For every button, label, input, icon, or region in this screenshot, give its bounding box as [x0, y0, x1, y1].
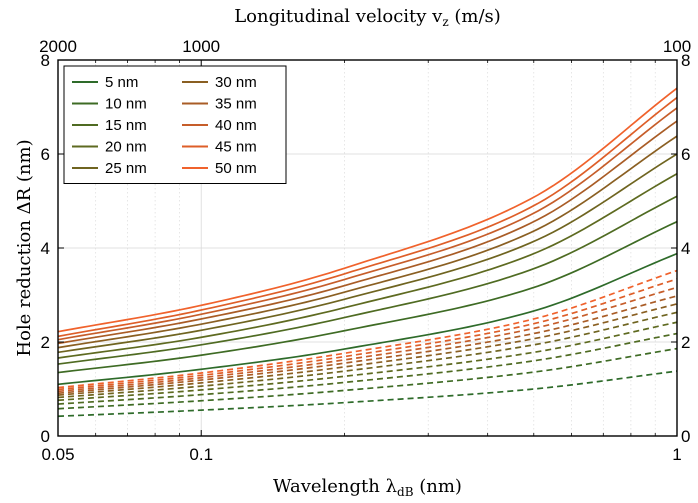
dashed-series-line — [57, 370, 678, 418]
dashed-series-line — [57, 286, 678, 393]
y-tick-label: 0 — [41, 427, 50, 446]
top-axis-title-unit: (m/s) — [449, 6, 501, 27]
series-line — [57, 195, 678, 365]
dashed-series-line — [57, 295, 678, 395]
legend-label: 50 nm — [215, 160, 257, 177]
top-axis-title-subscript: z — [442, 15, 448, 29]
legend-label: 25 nm — [105, 160, 147, 177]
series-line — [57, 153, 678, 354]
x-tick-label: 1 — [672, 445, 681, 464]
dashed-series-line — [57, 311, 678, 399]
dashed-series-line — [57, 303, 678, 396]
dashed-series-line — [57, 278, 678, 391]
series-line — [57, 220, 678, 374]
x-axis-title: Wavelength λdB (nm) — [273, 476, 462, 499]
dashed-series-line — [57, 347, 678, 410]
series-lines — [57, 87, 678, 418]
y-tick-label: 8 — [41, 51, 50, 70]
legend-label: 15 nm — [105, 117, 147, 134]
top-axis-title: Longitudinal velocity vz (m/s) — [234, 6, 501, 29]
legend-label: 5 nm — [105, 74, 138, 91]
y-right-tick-label: 2 — [681, 333, 690, 352]
series-line — [57, 252, 678, 386]
x-tick-label: 0.05 — [41, 445, 74, 464]
series-line — [57, 107, 678, 341]
y-tick-label: 2 — [41, 333, 50, 352]
x-axis-title-unit: (nm) — [414, 476, 462, 497]
y-right-tick-label: 0 — [681, 427, 690, 446]
legend-box — [63, 65, 287, 184]
y-right-tick-label: 8 — [681, 51, 690, 70]
top-tick-label: 2000 — [39, 37, 77, 56]
legend-label: 10 nm — [105, 96, 147, 113]
x-tick-label: 0.1 — [189, 445, 213, 464]
top-tick-label: 1000 — [182, 37, 220, 56]
y-right-tick-label: 4 — [681, 239, 690, 258]
top-axis-title-text: Longitudinal velocity v — [234, 6, 443, 27]
dashed-series-line — [57, 321, 678, 402]
legend-label: 20 nm — [105, 139, 147, 156]
legend: 5 nm 10 nm 15 nm 20 nm 25 nm 30 nm 35 nm 40 nm 4… — [63, 65, 287, 184]
y-tick-label: 4 — [41, 239, 50, 258]
legend-label: 40 nm — [215, 117, 257, 134]
y-axis-title: Hole reduction ΔR (nm) — [14, 139, 35, 356]
series-line — [57, 87, 678, 333]
series-line — [57, 135, 678, 349]
series-line — [57, 173, 678, 359]
x-axis-title-subscript: dB — [397, 485, 414, 499]
series-line — [57, 96, 678, 338]
legend-label: 45 nm — [215, 139, 257, 156]
legend-label: 35 nm — [215, 96, 257, 113]
legend-label: 30 nm — [215, 74, 257, 91]
series-line — [57, 120, 678, 345]
y-tick-label: 6 — [41, 145, 50, 164]
x-axis-title-text: Wavelength λ — [273, 476, 397, 497]
top-tick-label: 100 — [663, 37, 691, 56]
dashed-series-line — [57, 269, 678, 389]
dashed-series-line — [57, 332, 678, 405]
y-right-tick-label: 6 — [681, 145, 690, 164]
